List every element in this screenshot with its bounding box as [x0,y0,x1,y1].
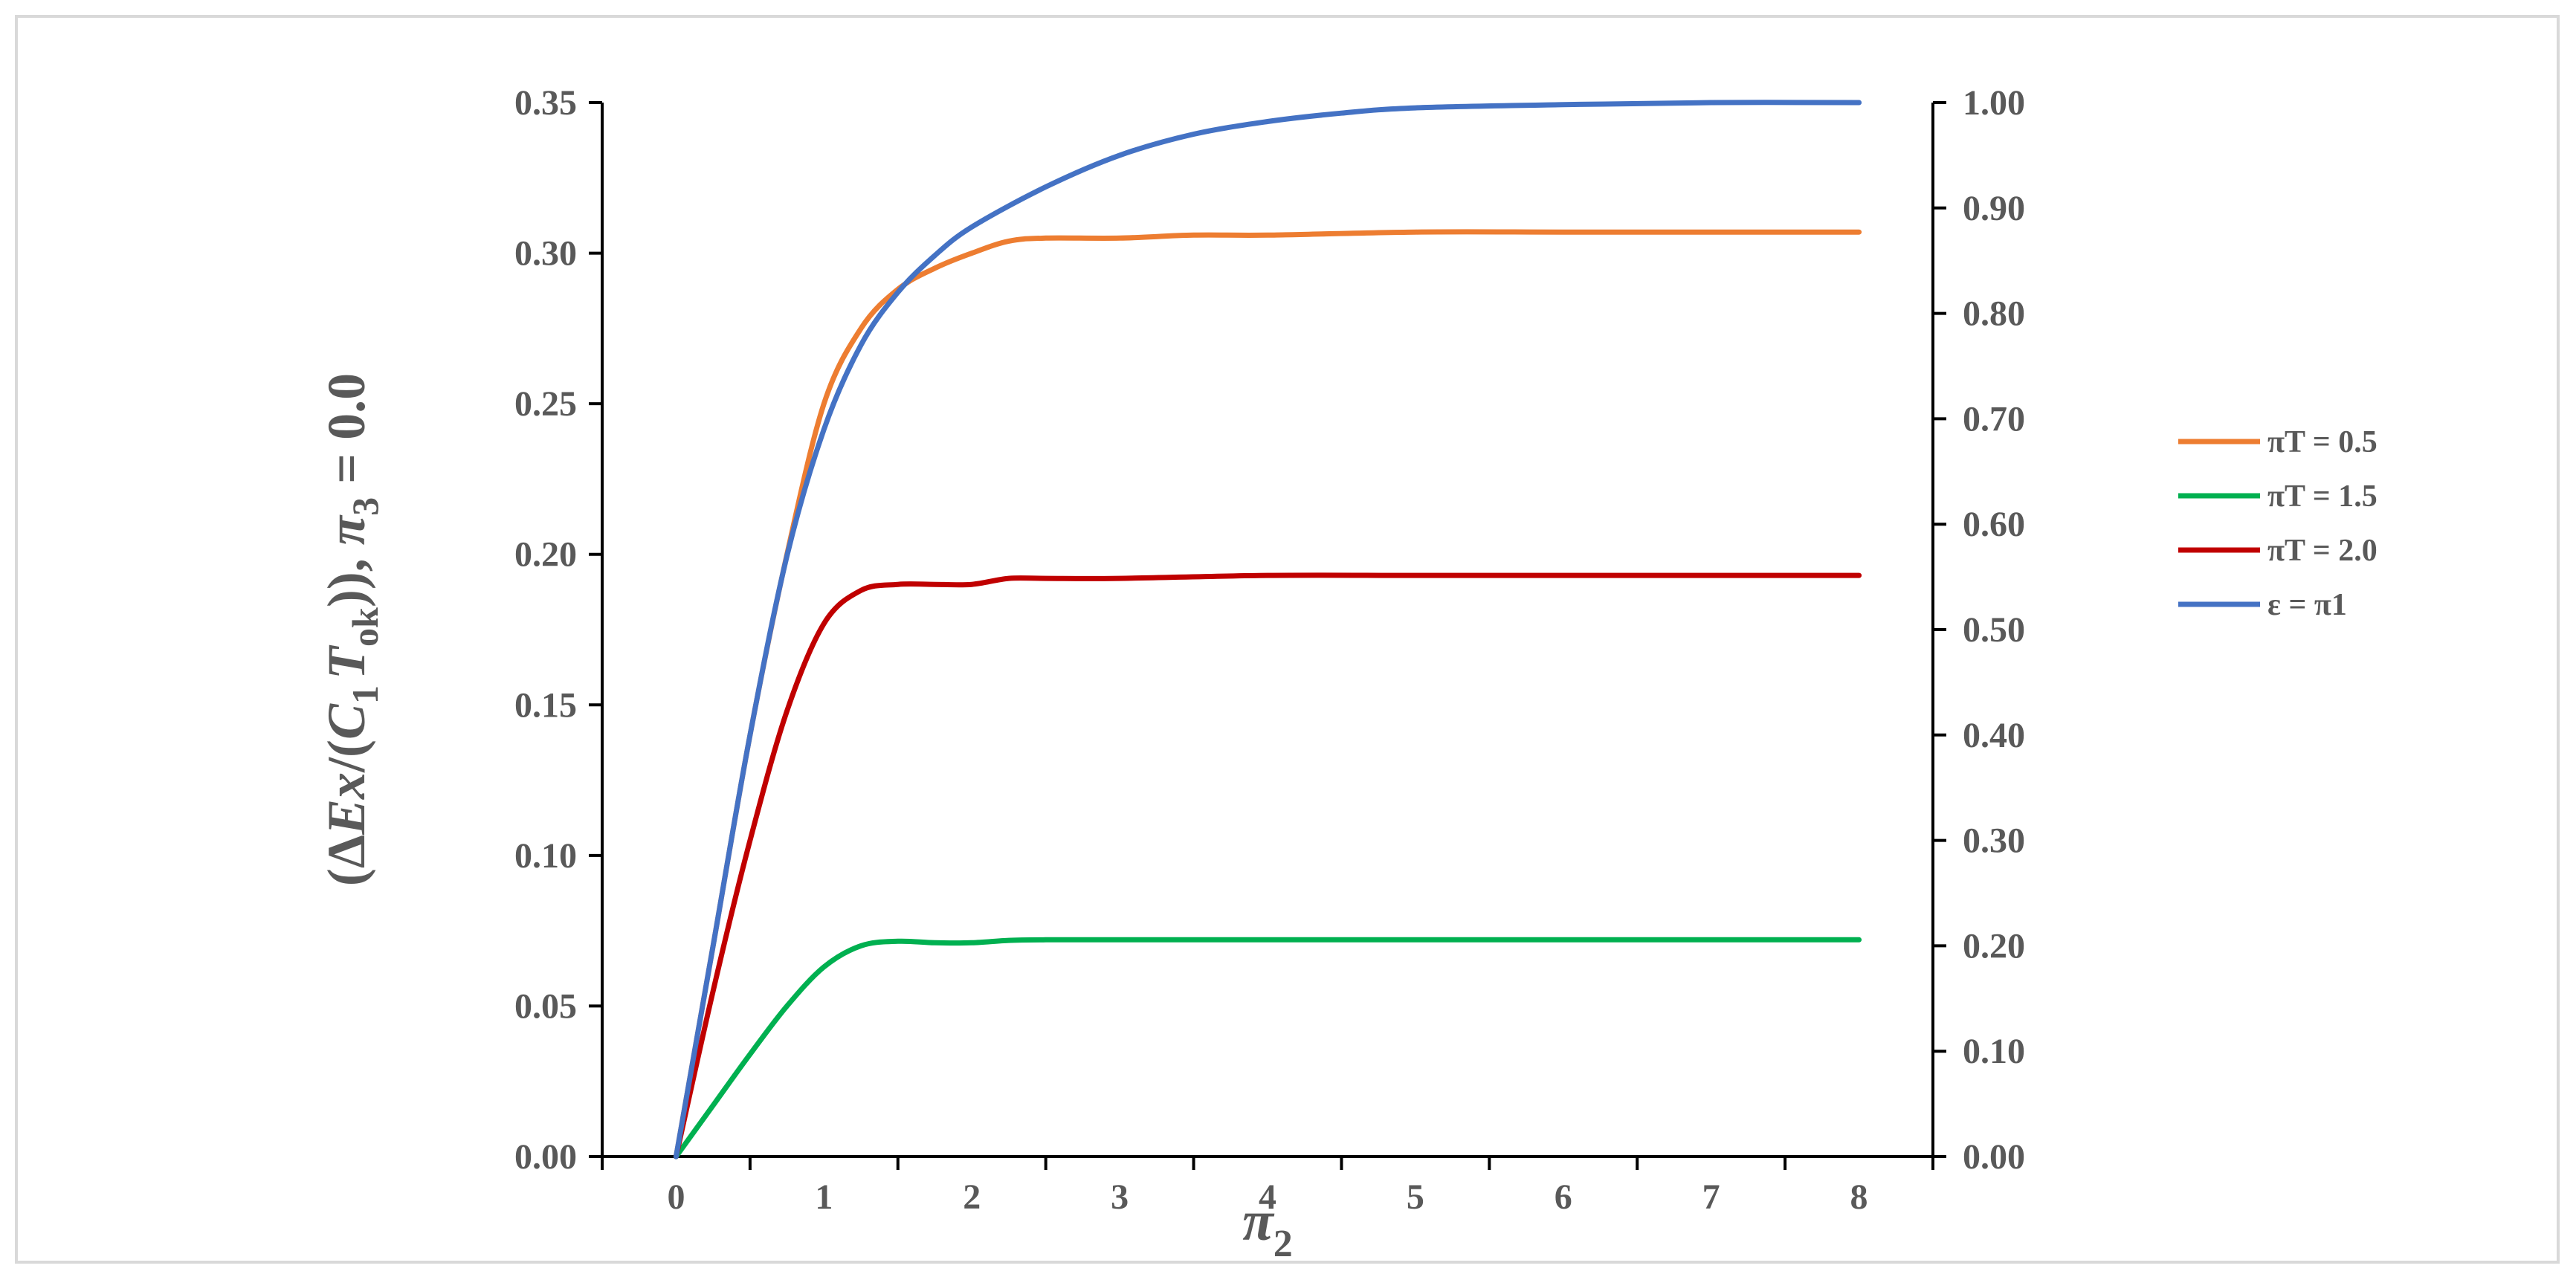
x-tick-label: 6 [1555,1177,1572,1217]
y-tick-label: 0.25 [514,384,577,424]
axes: 0.00 0.05 0.10 0.15 0.20 0.25 0.30 0.35 0.00 0.10… [514,83,2025,1217]
legend-label: πT = 1.5 [2267,479,2378,514]
y2-tick-label: 0.90 [1963,189,2025,228]
y-tick-label: 0.10 [514,836,577,876]
y2-tick-label: 0.10 [1963,1032,2025,1071]
series-line-2 [673,937,1862,1160]
y2-tick-label: 0.80 [1963,294,2025,334]
y2-tick-label: 0.60 [1963,505,2025,544]
legend: πT = 0.5 πT = 1.5 πT = 2.0 ε = π1 [2178,425,2378,622]
y-tick-label: 0.30 [514,234,577,274]
x-tick-label: 2 [963,1177,981,1217]
x-axis-title: π2 [1242,1190,1293,1265]
y2-tick-label: 0.40 [1963,716,2025,755]
chart-frame [15,15,2560,1264]
series-line-3 [673,572,1862,1160]
x-tick-label: 3 [1111,1177,1129,1217]
legend-label: ε = π1 [2267,588,2347,622]
y-tick-label: 0.15 [514,685,577,725]
y-tick-label: 0.05 [514,986,577,1026]
x-tick-label: 1 [815,1177,833,1217]
y2-tick-label: 0.50 [1963,610,2025,650]
x-tick-label: 8 [1850,1177,1868,1217]
legend-label: πT = 0.5 [2267,425,2378,459]
series-line-4 [673,100,1862,1160]
legend-label: πT = 2.0 [2267,534,2378,568]
y-tick-label: 0.00 [514,1137,577,1177]
x-tick-label: 7 [1702,1177,1720,1217]
y2-tick-label: 0.70 [1963,399,2025,439]
y-axis-title: (ΔEx/(C1Tok)), π3 = 0.0 [317,373,386,886]
x-tick-label: 5 [1407,1177,1424,1217]
x-tick-label: 4 [1259,1177,1276,1217]
series-line-1 [673,229,1862,1160]
y2-tick-label: 0.20 [1963,926,2025,966]
y2-tick-label: 1.00 [1963,83,2025,123]
y2-tick-label: 0.00 [1963,1137,2025,1177]
y-tick-label: 0.20 [514,535,577,575]
y2-tick-label: 0.30 [1963,821,2025,861]
series-layer [673,100,1862,1160]
x-tick-label: 0 [667,1177,685,1217]
y-tick-label: 0.35 [514,83,577,123]
